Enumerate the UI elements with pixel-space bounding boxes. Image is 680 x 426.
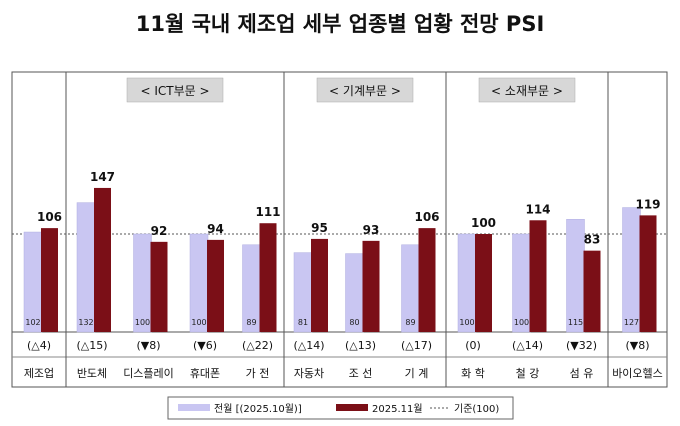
- change-label-9: (△14): [512, 339, 543, 352]
- group-headers: < ICT부문 > < 기계부문 > < 소재부문 >: [126, 77, 576, 103]
- change-label-7: (△17): [401, 339, 432, 352]
- category-label-4: 가 전: [246, 367, 270, 380]
- legend-label-curr: 2025.11월: [372, 403, 423, 415]
- bar-curr-2: [150, 241, 168, 332]
- bars: [23, 187, 657, 333]
- bar-curr-6: [362, 240, 380, 332]
- category-label-6: 조 선: [349, 367, 373, 380]
- value-curr-3: 94: [207, 222, 224, 236]
- bar-curr-3: [207, 239, 224, 332]
- group-header-0: < ICT부문 >: [140, 84, 209, 98]
- legend-label-prev: 전월 [(2025.10월)]: [214, 403, 302, 415]
- change-label-3: (▼6): [193, 339, 217, 352]
- legend-swatch-curr: [336, 404, 368, 411]
- legend: 전월 [(2025.10월)] 2025.11월 기준(100): [167, 396, 514, 420]
- change-label-4: (△22): [242, 339, 273, 352]
- bar-prev-10: [566, 219, 585, 333]
- chart-title: 11월 국내 제조업 세부 업종별 업황 전망 PSI: [136, 12, 545, 36]
- value-prev-2: 100: [135, 318, 150, 327]
- change-label-6: (△13): [345, 339, 376, 352]
- legend-label-base: 기준(100): [454, 403, 499, 415]
- bar-prev-11: [622, 207, 641, 333]
- category-label-10: 섬 유: [570, 367, 594, 380]
- value-curr-5: 95: [311, 221, 328, 235]
- bar-curr-5: [311, 238, 328, 332]
- bar-curr-0: [41, 228, 58, 332]
- bar-curr-10: [583, 250, 601, 332]
- group-header-box-0: [126, 77, 224, 103]
- chart-frame: [11, 71, 668, 388]
- change-label-0: (△4): [27, 339, 51, 352]
- value-prev-9: 100: [514, 318, 529, 327]
- value-prev-1: 132: [78, 318, 93, 327]
- change-label-11: (▼8): [625, 339, 649, 352]
- change-label-5: (△14): [293, 339, 324, 352]
- value-curr-9: 114: [525, 202, 550, 216]
- group-header-box-1: [316, 77, 414, 103]
- bar-curr-7: [418, 228, 436, 332]
- group-header-1: < 기계부문 >: [329, 84, 401, 98]
- category-label-1: 반도체: [77, 367, 107, 380]
- category-label-9: 철 강: [516, 367, 540, 380]
- bar-curr-1: [94, 187, 111, 332]
- change-label-1: (△15): [76, 339, 107, 352]
- category-label-5: 자동차: [294, 367, 324, 380]
- labels: 102 106 (△4) 제조업 132 147 (△15) 반도체 100 92 (▼8) 디스플레…: [24, 170, 663, 380]
- bar-curr-11: [639, 215, 657, 332]
- chart-border: [11, 71, 668, 388]
- value-prev-7: 89: [405, 318, 415, 327]
- bar-prev-1: [76, 202, 96, 333]
- category-label-3: 휴대폰: [190, 367, 220, 380]
- value-curr-2: 92: [151, 224, 168, 238]
- value-curr-10: 83: [584, 233, 601, 247]
- change-label-10: (▼32): [566, 339, 597, 352]
- category-label-7: 기 계: [405, 367, 429, 380]
- value-prev-11: 127: [624, 318, 639, 327]
- value-prev-8: 100: [459, 318, 474, 327]
- category-label-2: 디스플레이: [123, 367, 174, 380]
- value-curr-11: 119: [635, 197, 660, 211]
- value-curr-6: 93: [363, 223, 380, 237]
- value-curr-4: 111: [255, 205, 280, 219]
- value-prev-6: 80: [349, 318, 359, 327]
- change-label-8: (0): [465, 339, 481, 352]
- value-curr-1: 147: [90, 170, 115, 184]
- value-prev-0: 102: [25, 318, 40, 327]
- category-label-8: 화 학: [461, 367, 485, 380]
- group-header-2: < 소재부문 >: [491, 84, 563, 98]
- change-label-2: (▼8): [136, 339, 160, 352]
- bar-prev-0: [23, 231, 43, 333]
- legend-swatch-prev: [178, 404, 210, 411]
- value-prev-5: 81: [298, 318, 308, 327]
- value-prev-10: 115: [568, 318, 583, 327]
- group-header-box-2: [478, 77, 576, 103]
- value-curr-8: 100: [471, 216, 496, 230]
- value-prev-4: 89: [246, 318, 256, 327]
- value-curr-7: 106: [414, 210, 439, 224]
- bar-curr-4: [259, 223, 277, 332]
- value-prev-3: 100: [191, 318, 206, 327]
- bar-curr-8: [475, 234, 492, 332]
- value-curr-0: 106: [37, 210, 62, 224]
- category-label-0: 제조업: [24, 367, 54, 380]
- category-label-11: 바이오헬스: [612, 367, 663, 380]
- bar-curr-9: [529, 220, 547, 332]
